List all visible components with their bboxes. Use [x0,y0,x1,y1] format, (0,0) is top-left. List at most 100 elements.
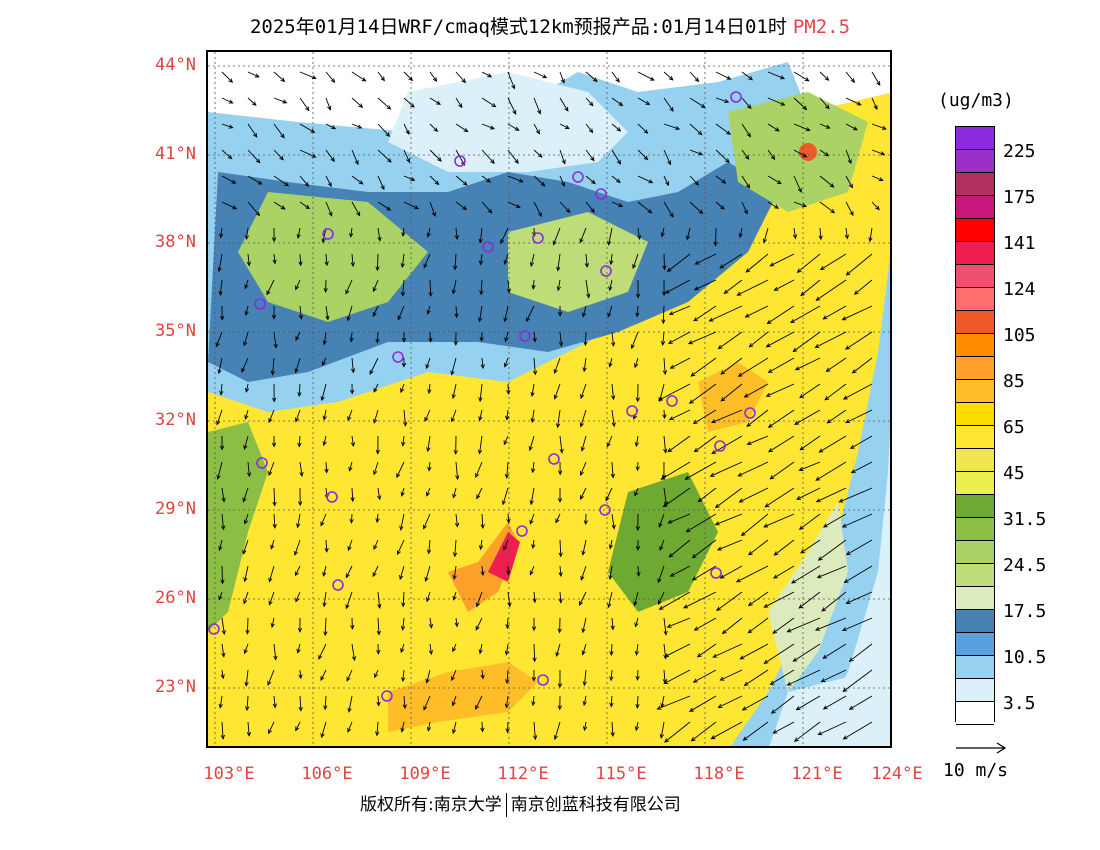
wind-vector [299,695,302,711]
wind-vector-head [451,701,456,707]
wind-vector [667,617,691,628]
wind-vector [559,591,562,603]
wind-vector [429,643,432,655]
wind-vector [502,487,509,505]
wind-vector-head [853,290,859,295]
wind-vector-head [669,572,675,577]
wind-vector-head [347,416,352,422]
wind-vector-head [659,546,664,551]
city-marker[interactable] [600,265,612,277]
wind-vector-head [849,211,854,217]
wind-vector-head [558,341,564,347]
wind-vector [815,461,847,481]
wind-vector-head [228,78,234,83]
city-marker[interactable] [532,232,544,244]
city-marker[interactable] [322,228,334,240]
city-marker[interactable] [392,351,404,363]
wind-vector [610,643,613,656]
wind-vector [637,123,648,134]
wind-vector-head [657,600,662,606]
hotspot-south [388,662,538,732]
wind-vector-head [295,726,300,732]
wind-vector-head [241,367,246,373]
wind-vector [851,461,873,474]
city-marker[interactable] [332,579,344,591]
wind-vector [670,565,691,577]
wind-vector [658,591,665,605]
pm25-map[interactable] [208,52,892,748]
city-marker[interactable] [595,188,607,200]
map-panel[interactable] [206,50,892,748]
wind-vector [429,149,442,162]
wind-vector [221,201,237,210]
legend-swatch [956,311,994,334]
wind-vector [401,487,405,497]
wind-vector [845,149,852,164]
city-marker[interactable] [454,155,466,167]
wind-vector-head [320,733,325,739]
city-marker[interactable] [710,567,722,579]
wind-vector [637,175,653,184]
wind-vector-head [815,476,821,481]
city-marker[interactable] [626,405,638,417]
city-marker[interactable] [599,504,611,516]
wind-vector-head [506,288,512,294]
wind-vector-head [711,449,717,455]
city-marker[interactable] [381,690,393,702]
city-marker[interactable] [256,457,268,469]
wind-vector-head [331,125,337,130]
city-marker[interactable] [519,330,531,342]
wind-vector-head [432,77,438,82]
wind-vector-head [588,101,594,107]
wind-vector-head [586,293,591,299]
wind-vector [663,123,680,130]
wind-vector-head [270,370,275,376]
wind-vector-head [428,292,433,297]
city-marker[interactable] [730,91,742,103]
wind-vector-head [478,545,484,551]
wind-vector [846,539,873,555]
wind-vector-head [318,654,323,660]
wind-vector-head [632,264,637,270]
wind-vector-head [350,497,355,503]
wind-vector [503,539,509,550]
city-marker[interactable] [326,491,338,503]
wind-vector [632,253,639,269]
wind-vector [819,149,829,157]
wind-vector-head [436,100,442,105]
wind-vector-head [618,101,624,107]
city-marker[interactable] [254,298,266,310]
city-marker[interactable] [516,525,528,537]
city-marker[interactable] [208,623,220,635]
wind-vector-head [400,388,405,394]
wind-vector [299,71,316,79]
city-marker[interactable] [537,674,549,686]
wind-vector [815,617,847,631]
wind-vector [637,669,639,680]
wind-vector-head [376,630,381,636]
city-marker[interactable] [744,407,756,419]
wind-vector-head [802,153,808,158]
wind-vector [221,565,223,584]
wind-vector [479,409,483,421]
wind-vector-head [712,653,718,658]
wind-vector [800,279,821,296]
wind-vector [320,669,327,681]
wind-vector-head [424,577,429,582]
wind-vector-head [555,518,560,524]
wind-vector [585,97,594,106]
city-marker[interactable] [572,171,584,183]
city-marker[interactable] [714,440,726,452]
wind-vector-head [221,497,226,503]
wind-vector [377,591,381,608]
city-marker[interactable] [666,395,678,407]
wind-vector-head [348,466,353,472]
wind-vector [268,721,275,734]
wind-vector-head [746,132,751,138]
wind-vector-head [717,703,723,708]
wind-vector [817,565,847,579]
city-marker[interactable] [548,453,560,465]
wind-vector-head [426,597,431,603]
lat-label-23: 23°N [155,677,196,697]
city-marker[interactable] [482,241,494,253]
